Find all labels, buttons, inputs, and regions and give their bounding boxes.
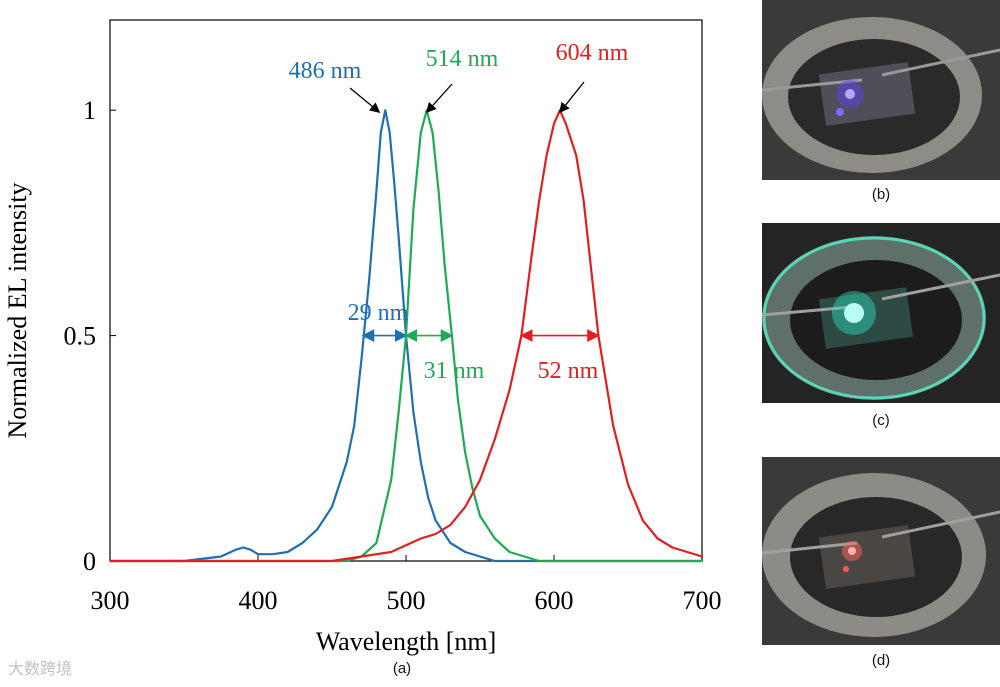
fwhm-label-blue: 29 nm	[348, 300, 409, 326]
x-axis-label: Wavelength [nm]	[316, 627, 497, 656]
y-tick-label: 0	[83, 547, 96, 576]
caption-b: (b)	[871, 186, 891, 203]
peak-label-green: 514 nm	[426, 46, 499, 72]
y-axis-label: Normalized EL intensity	[3, 182, 32, 438]
x-tick-label: 700	[683, 586, 722, 615]
y-tick-label: 1	[83, 96, 96, 125]
peak-arrow-blue	[349, 87, 381, 113]
peak-label-red: 604 nm	[556, 40, 629, 66]
x-tick-label: 600	[535, 586, 574, 615]
device-photo-blue	[762, 0, 1000, 180]
caption-a: (a)	[392, 660, 412, 677]
x-tick-label: 500	[387, 586, 426, 615]
plot-frame	[109, 19, 703, 562]
peak-arrow-red	[559, 81, 585, 114]
el-spectrum-chart: 300 400 500 600 700 0 0.5 1 Wavelength [nm] Norma…	[3, 19, 722, 656]
caption-c: (c)	[872, 412, 890, 429]
peak-label-blue: 486 nm	[289, 58, 362, 84]
x-tick-label: 400	[239, 586, 278, 615]
series-line-red	[110, 109, 703, 563]
y-tick-label: 0.5	[64, 322, 97, 351]
device-photo-red	[762, 457, 1000, 645]
device-photo-green	[762, 223, 1000, 403]
peak-arrow-green	[425, 83, 453, 114]
watermark: 大数跨境	[8, 659, 73, 678]
caption-d: (d)	[871, 652, 891, 669]
series-line-blue	[110, 109, 702, 563]
fwhm-label-red: 52 nm	[538, 358, 599, 384]
series-line-green	[110, 109, 702, 563]
x-tick-label: 300	[91, 586, 130, 615]
fwhm-label-green: 31 nm	[424, 358, 485, 384]
